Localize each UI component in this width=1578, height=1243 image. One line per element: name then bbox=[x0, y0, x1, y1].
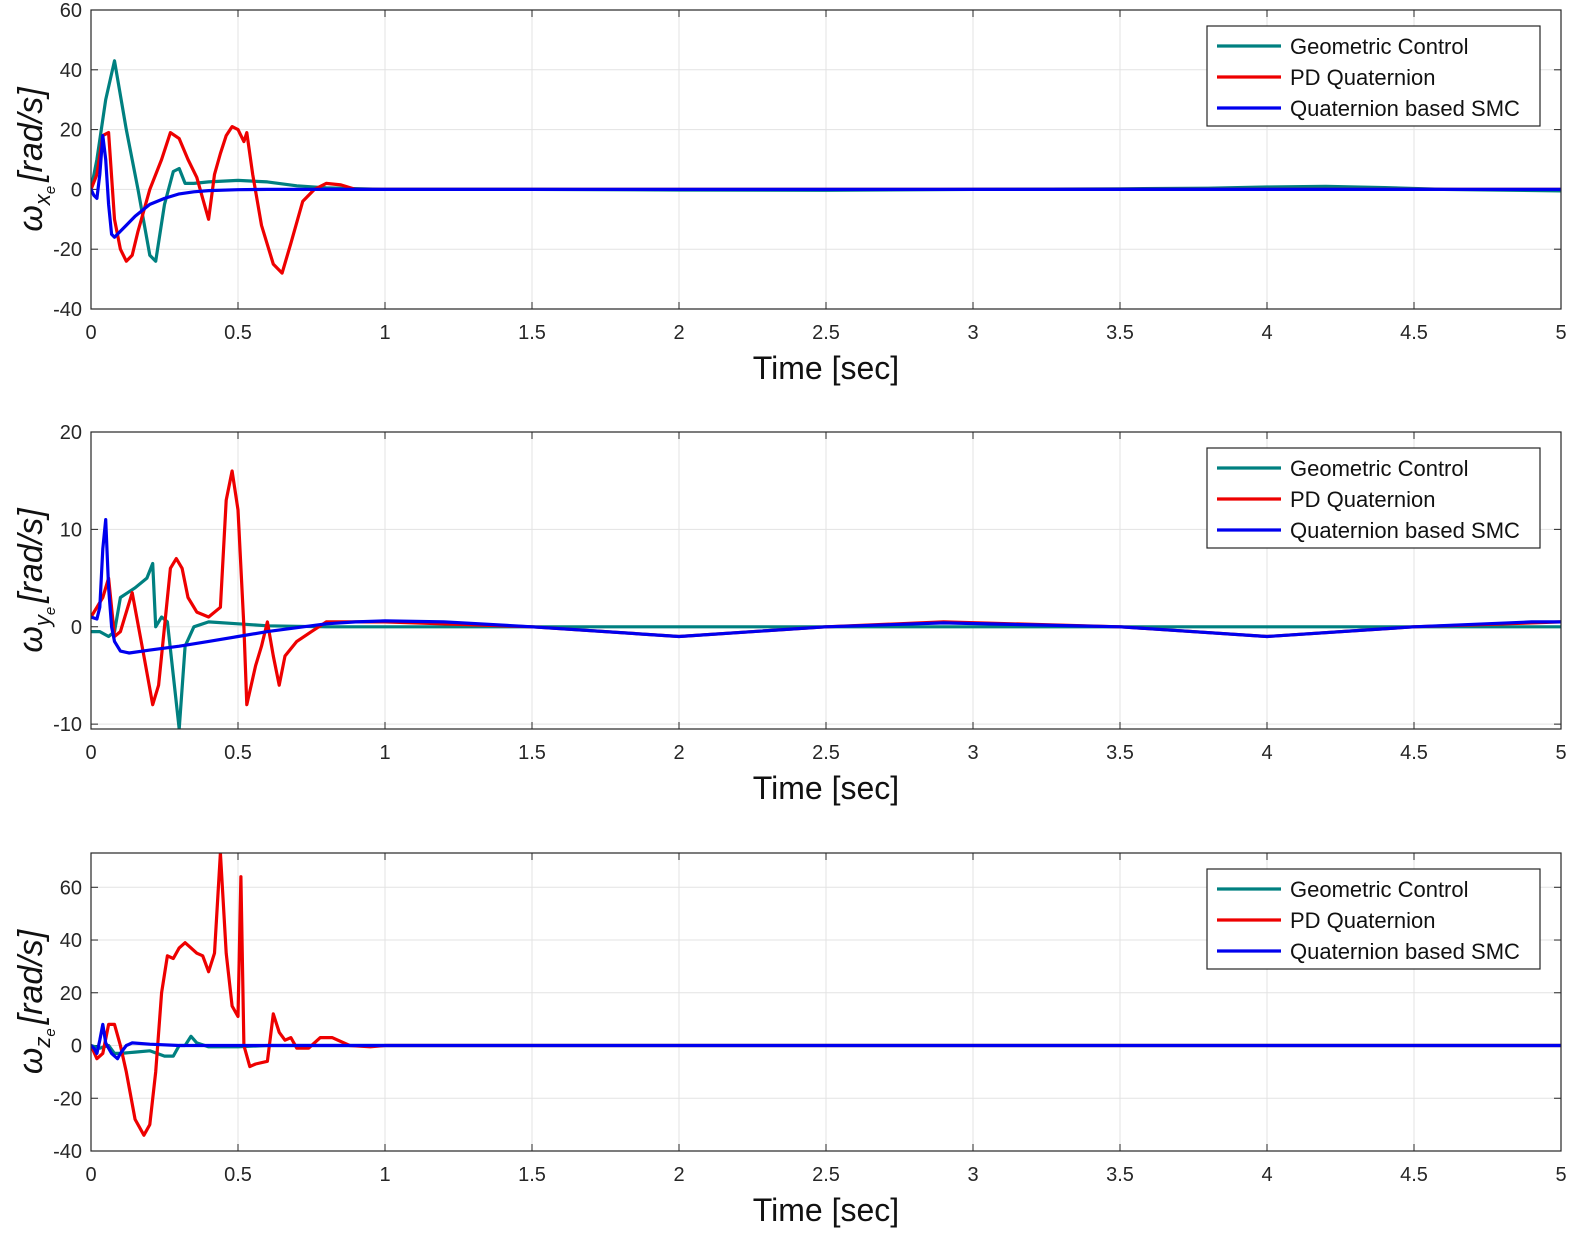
y-label-sub: y bbox=[30, 613, 55, 628]
legend: Geometric Control PD Quaternion Quaternion… bbox=[1206, 868, 1541, 970]
y-tick-label: -20 bbox=[53, 1088, 82, 1110]
x-tick-label: 3.5 bbox=[1106, 1164, 1134, 1186]
x-tick-label: 5 bbox=[1555, 742, 1566, 764]
y-axis-label: ωxe [rad/s] bbox=[12, 86, 59, 232]
y-axis-label: ωze [rad/s] bbox=[12, 928, 59, 1074]
x-tick-label: 4 bbox=[1261, 322, 1272, 344]
y-label-units: [rad/s] bbox=[12, 86, 50, 183]
series-line-quaternion-based-smc bbox=[91, 517, 1561, 655]
legend-label: Geometric Control bbox=[1290, 877, 1469, 902]
x-tick-label: 0 bbox=[85, 742, 96, 764]
y-label-subsub: e bbox=[42, 607, 59, 615]
y-label-symbol: ω bbox=[12, 1048, 50, 1074]
y-tick-label: 20 bbox=[60, 120, 82, 142]
x-tick-label: 3.5 bbox=[1106, 322, 1134, 344]
axes-box bbox=[90, 431, 1562, 730]
y-tick-label: 60 bbox=[60, 0, 82, 22]
x-axis-label: Time [sec] bbox=[753, 350, 899, 386]
y-label-subsub: e bbox=[42, 1028, 59, 1036]
series-group bbox=[91, 853, 1561, 1137]
y-label-units: [rad/s] bbox=[12, 928, 50, 1025]
series-line-pd-quaternion bbox=[91, 124, 1561, 275]
x-tick-label: 3 bbox=[967, 742, 978, 764]
y-tick-label: 60 bbox=[60, 877, 82, 899]
x-tick-label: 5 bbox=[1555, 1164, 1566, 1186]
x-tick-label: 2.5 bbox=[812, 322, 840, 344]
y-label-symbol: ω bbox=[12, 626, 50, 652]
x-axis-label: Time [sec] bbox=[753, 770, 899, 806]
y-tick-label: 20 bbox=[60, 422, 82, 444]
legend-label: Quaternion based SMC bbox=[1290, 939, 1520, 964]
x-tick-label: 4.5 bbox=[1400, 322, 1428, 344]
x-tick-label: 3 bbox=[967, 1164, 978, 1186]
legend-label: PD Quaternion bbox=[1290, 908, 1436, 933]
y-tick-label: -40 bbox=[53, 299, 82, 321]
x-tick-label: 2.5 bbox=[812, 742, 840, 764]
legend: Geometric Control PD Quaternion Quaternion… bbox=[1206, 25, 1541, 127]
x-tick-label: 2 bbox=[673, 322, 684, 344]
legend-label: Quaternion based SMC bbox=[1290, 96, 1520, 121]
series-group bbox=[91, 469, 1561, 729]
y-tick-label: 40 bbox=[60, 60, 82, 82]
x-tick-label: 3.5 bbox=[1106, 742, 1134, 764]
x-tick-label: 1.5 bbox=[518, 322, 546, 344]
legend-label: PD Quaternion bbox=[1290, 65, 1436, 90]
y-label-subsub: e bbox=[42, 186, 59, 194]
x-tick-label: 0 bbox=[85, 1164, 96, 1186]
series-line-geometric-control bbox=[91, 561, 1561, 729]
y-tick-label: 20 bbox=[60, 983, 82, 1005]
legend-label: Geometric Control bbox=[1290, 456, 1469, 481]
legend: Geometric Control PD Quaternion Quaternion… bbox=[1206, 447, 1541, 549]
series-line-quaternion-based-smc bbox=[91, 134, 1561, 239]
series-group bbox=[91, 59, 1561, 275]
legend-label: PD Quaternion bbox=[1290, 487, 1436, 512]
series-line-pd-quaternion bbox=[91, 853, 1561, 1137]
y-tick-label: -10 bbox=[53, 714, 82, 736]
subplot-1: 0 0.5 1 1.5 2 2.5 3 3.5 4 4.5 5 -40 -20 0 20 40 60 Time [… bbox=[12, 0, 1567, 386]
x-tick-label: 1.5 bbox=[518, 1164, 546, 1186]
x-tick-label: 1 bbox=[379, 1164, 390, 1186]
x-tick-label: 0.5 bbox=[224, 322, 252, 344]
x-tick-label: 0.5 bbox=[224, 1164, 252, 1186]
legend-label: Quaternion based SMC bbox=[1290, 518, 1520, 543]
x-tick-label: 1.5 bbox=[518, 742, 546, 764]
axes-box bbox=[90, 9, 1562, 310]
y-axis-label: ωye [rad/s] bbox=[12, 507, 59, 653]
y-label-symbol: ω bbox=[12, 205, 50, 231]
x-tick-label: 0.5 bbox=[224, 742, 252, 764]
x-tick-label: 5 bbox=[1555, 322, 1566, 344]
x-tick-label: 2.5 bbox=[812, 1164, 840, 1186]
y-tick-label: -20 bbox=[53, 239, 82, 261]
legend-label: Geometric Control bbox=[1290, 34, 1469, 59]
y-tick-label: 40 bbox=[60, 930, 82, 952]
x-tick-label: 3 bbox=[967, 322, 978, 344]
x-tick-label: 0 bbox=[85, 322, 96, 344]
x-tick-label: 1 bbox=[379, 742, 390, 764]
x-tick-label: 1 bbox=[379, 322, 390, 344]
y-label-units: [rad/s] bbox=[12, 507, 50, 604]
x-tick-label: 4.5 bbox=[1400, 742, 1428, 764]
x-tick-label: 4 bbox=[1261, 742, 1272, 764]
axes-box bbox=[90, 852, 1562, 1152]
y-label-sub: x bbox=[30, 193, 55, 206]
y-label-sub: z bbox=[30, 1037, 55, 1049]
y-tick-label: -40 bbox=[53, 1141, 82, 1163]
y-tick-label: 0 bbox=[71, 1036, 82, 1058]
x-tick-label: 2 bbox=[673, 1164, 684, 1186]
series-line-quaternion-based-smc bbox=[91, 1022, 1561, 1061]
x-tick-label: 2 bbox=[673, 742, 684, 764]
y-tick-label: 10 bbox=[60, 519, 82, 541]
y-tick-label: 0 bbox=[71, 617, 82, 639]
x-tick-label: 4.5 bbox=[1400, 1164, 1428, 1186]
x-axis-label: Time [sec] bbox=[753, 1192, 899, 1228]
x-tick-label: 4 bbox=[1261, 1164, 1272, 1186]
y-tick-label: 0 bbox=[71, 179, 82, 201]
subplot-3: 0 0.5 1 1.5 2 2.5 3 3.5 4 4.5 5 -40 -20 0 20 40 60 Time [… bbox=[12, 852, 1567, 1228]
